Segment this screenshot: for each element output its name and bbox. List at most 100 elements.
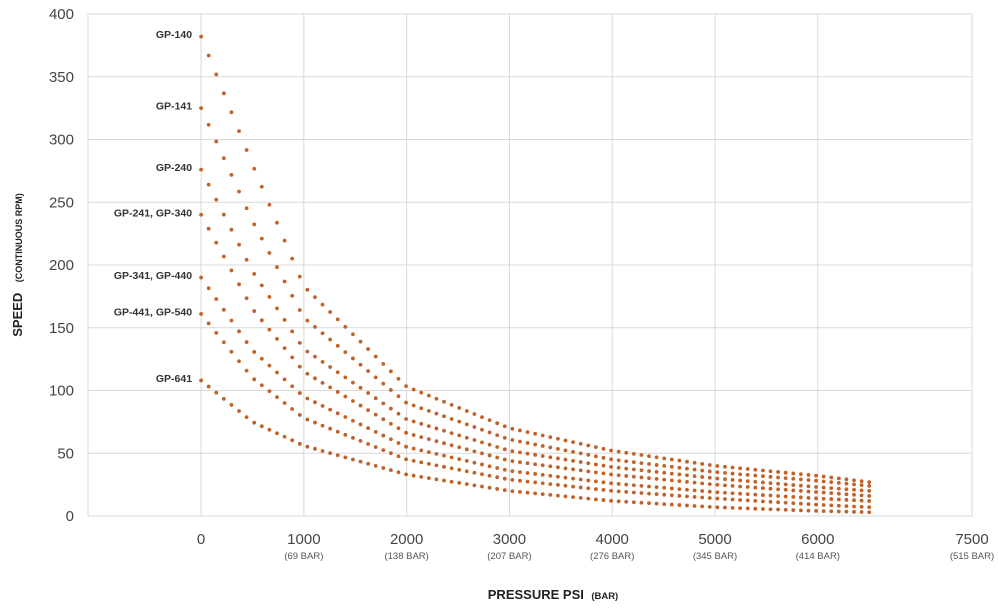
data-point <box>525 430 530 435</box>
y-tick-label: 400 <box>49 6 74 23</box>
data-point <box>578 485 583 490</box>
y-tick-label: 300 <box>49 132 74 149</box>
data-point <box>540 444 545 448</box>
data-point <box>366 442 371 446</box>
data-point <box>518 450 522 455</box>
data-point <box>290 355 295 360</box>
data-point <box>829 475 834 480</box>
data-point <box>214 240 219 245</box>
data-point <box>677 458 682 463</box>
data-point <box>616 449 621 454</box>
data-point <box>738 491 743 496</box>
data-point <box>237 329 241 334</box>
data-point <box>867 494 872 498</box>
data-point <box>639 475 644 480</box>
series-label: GP-641 <box>156 373 192 385</box>
data-point <box>715 482 720 487</box>
data-point <box>814 496 818 501</box>
data-point <box>464 459 469 463</box>
data-point <box>449 455 454 460</box>
data-point <box>282 346 287 351</box>
data-point <box>556 474 560 479</box>
data-point <box>738 466 743 471</box>
data-point <box>297 413 302 417</box>
data-point <box>252 420 257 425</box>
data-point <box>639 453 644 457</box>
data-point <box>745 479 750 484</box>
data-point <box>442 441 446 446</box>
data-point <box>487 430 492 435</box>
data-point <box>609 457 613 462</box>
data-point <box>525 441 530 445</box>
data-point <box>396 426 401 431</box>
data-point <box>829 480 834 485</box>
data-point <box>593 497 598 502</box>
data-point <box>616 465 621 470</box>
data-point <box>776 470 780 474</box>
data-point <box>343 394 348 399</box>
x-tick-sublabel: (207 BAR) <box>487 551 531 562</box>
data-point <box>601 463 606 468</box>
data-point <box>624 499 629 504</box>
data-point <box>381 433 386 438</box>
data-point <box>783 470 788 475</box>
data-point <box>867 499 872 503</box>
data-point <box>252 222 257 227</box>
data-point <box>723 471 727 475</box>
data-point <box>419 475 424 479</box>
data-point <box>692 488 697 493</box>
data-point <box>776 494 780 498</box>
data-point <box>502 435 507 440</box>
data-point <box>404 457 408 462</box>
data-point <box>214 197 219 202</box>
data-point <box>472 412 477 416</box>
y-axis-title: SPEED (CONTINUOUS RPM) <box>9 193 26 337</box>
x-tick-sublabel: (414 BAR) <box>796 551 840 562</box>
data-point <box>715 470 720 475</box>
data-point <box>563 475 568 480</box>
data-point <box>601 480 606 485</box>
data-point <box>229 268 234 273</box>
data-point <box>313 446 317 451</box>
data-point <box>723 490 727 495</box>
data-point <box>669 502 674 507</box>
data-point <box>388 451 393 456</box>
data-point <box>715 476 720 481</box>
data-point <box>487 453 492 458</box>
data-point <box>472 483 477 488</box>
data-point <box>798 508 803 513</box>
data-point <box>745 472 750 477</box>
data-point <box>510 449 515 454</box>
x-tick-label: 0 <box>197 531 205 548</box>
data-point <box>419 460 424 465</box>
data-point <box>335 317 340 322</box>
x-tick-sublabel: (345 BAR) <box>693 551 737 562</box>
data-point <box>609 481 613 486</box>
data-point <box>388 421 393 426</box>
data-point <box>867 480 872 485</box>
data-point <box>358 439 363 443</box>
data-point <box>373 375 378 380</box>
data-point <box>715 490 720 495</box>
data-point <box>715 505 720 510</box>
data-point <box>214 390 219 395</box>
data-point <box>692 474 697 479</box>
data-point <box>388 388 393 392</box>
data-point <box>639 483 644 488</box>
x-tick-sublabel: (276 BAR) <box>590 551 634 562</box>
data-point <box>259 318 264 323</box>
data-point <box>518 439 522 444</box>
data-point <box>366 461 371 466</box>
data-point <box>525 490 530 495</box>
data-point <box>434 396 439 401</box>
data-point <box>654 492 659 497</box>
data-point <box>495 487 500 491</box>
data-point <box>244 368 249 373</box>
data-point <box>859 504 864 509</box>
data-point <box>821 509 826 514</box>
x-axis-title: PRESSURE PSI (BAR) <box>488 586 618 603</box>
data-point <box>502 447 507 452</box>
data-point <box>472 425 477 429</box>
data-point <box>252 350 257 354</box>
